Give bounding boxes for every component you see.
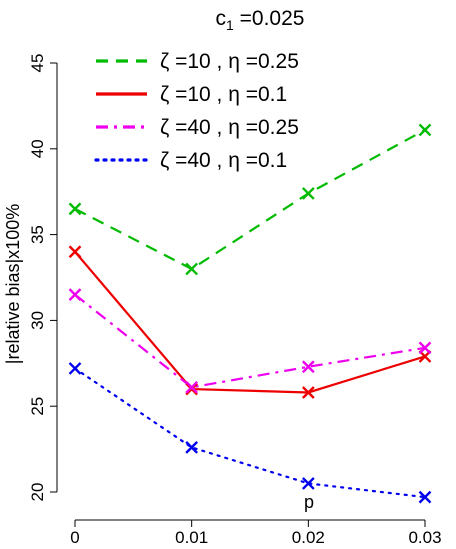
- y-axis-label: |relative bias|x100%: [3, 204, 23, 364]
- data-point-marker: [68, 362, 82, 375]
- series-line: [74, 251, 426, 394]
- series-line: [74, 293, 426, 389]
- y-tick-label: 25: [28, 397, 47, 416]
- data-point-marker: [418, 123, 432, 137]
- series-line: [73, 367, 427, 499]
- data-point-marker: [185, 382, 199, 396]
- chart-title-main: c: [216, 7, 227, 30]
- y-tick-label: 45: [28, 54, 47, 73]
- data-point-marker: [301, 386, 315, 399]
- data-point-marker: [68, 202, 82, 216]
- series-lines: [73, 128, 427, 499]
- x-axis-label: p: [304, 492, 314, 512]
- x-tick-label: 0: [70, 528, 79, 547]
- x-tick-label: 0.01: [175, 528, 208, 547]
- legend-label: ζ =40 , η =0.25: [160, 116, 299, 139]
- y-tick-label: 20: [28, 483, 47, 502]
- legend-label: ζ =40 , η =0.1: [160, 149, 287, 172]
- series-line: [74, 128, 426, 271]
- data-point-marker: [68, 288, 82, 302]
- data-point-marker: [185, 262, 199, 276]
- data-point-marker: [301, 360, 315, 374]
- x-tick-label: 0.03: [408, 528, 441, 547]
- data-point-marker: [185, 441, 199, 454]
- data-point-marker: [301, 187, 315, 200]
- chart-title-subscript: 1: [226, 17, 234, 33]
- data-point-marker: [418, 341, 432, 355]
- legend: ζ =10 , η =0.25 ζ =10 , η =0.1 ζ =40 , η =…: [94, 50, 299, 172]
- legend-label: ζ =10 , η =0.25: [160, 50, 299, 73]
- legend-label: ζ =10 , η =0.1: [160, 83, 287, 106]
- data-point-marker: [68, 245, 82, 259]
- data-point-marker: [418, 490, 432, 504]
- y-tick-label: 30: [28, 311, 47, 330]
- chart-title: c1 =0.025: [216, 7, 305, 33]
- data-point-marker: [185, 380, 199, 394]
- series-markers: [68, 123, 432, 504]
- y-tick-label: 40: [28, 139, 47, 158]
- x-tick-label: 0.02: [292, 528, 325, 547]
- data-point-marker: [301, 477, 315, 490]
- chart-title-suffix: =0.025: [234, 7, 305, 30]
- axes: 20 25 30 35 40 45 0 0.01 0.02 0.03: [28, 54, 442, 547]
- y-tick-label: 35: [28, 225, 47, 244]
